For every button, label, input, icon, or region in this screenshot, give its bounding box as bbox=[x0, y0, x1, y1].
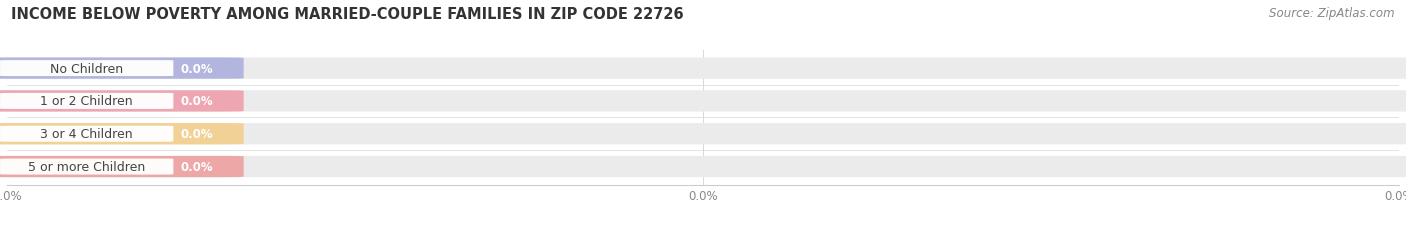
Text: 3 or 4 Children: 3 or 4 Children bbox=[41, 128, 134, 141]
Text: No Children: No Children bbox=[51, 62, 124, 75]
FancyBboxPatch shape bbox=[0, 124, 243, 145]
FancyBboxPatch shape bbox=[0, 126, 173, 142]
FancyBboxPatch shape bbox=[0, 156, 1406, 177]
Text: 1 or 2 Children: 1 or 2 Children bbox=[41, 95, 134, 108]
Text: 5 or more Children: 5 or more Children bbox=[28, 160, 145, 173]
FancyBboxPatch shape bbox=[0, 94, 173, 109]
FancyBboxPatch shape bbox=[0, 58, 243, 79]
Text: 0.0%: 0.0% bbox=[180, 128, 214, 141]
Text: 0.0%: 0.0% bbox=[180, 160, 214, 173]
Text: 0.0%: 0.0% bbox=[180, 95, 214, 108]
FancyBboxPatch shape bbox=[0, 58, 1406, 79]
Text: 0.0%: 0.0% bbox=[180, 62, 214, 75]
FancyBboxPatch shape bbox=[0, 61, 173, 77]
FancyBboxPatch shape bbox=[0, 159, 173, 175]
FancyBboxPatch shape bbox=[0, 91, 243, 112]
FancyBboxPatch shape bbox=[0, 91, 1406, 112]
Text: Source: ZipAtlas.com: Source: ZipAtlas.com bbox=[1270, 7, 1395, 20]
FancyBboxPatch shape bbox=[0, 124, 1406, 145]
Text: INCOME BELOW POVERTY AMONG MARRIED-COUPLE FAMILIES IN ZIP CODE 22726: INCOME BELOW POVERTY AMONG MARRIED-COUPL… bbox=[11, 7, 683, 22]
FancyBboxPatch shape bbox=[0, 156, 243, 177]
